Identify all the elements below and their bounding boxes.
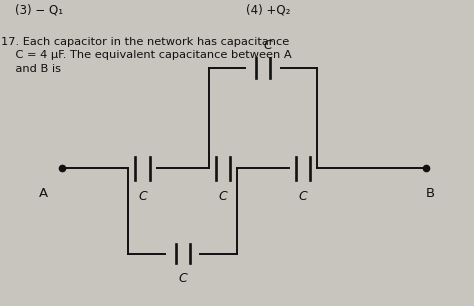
Text: C: C (138, 189, 147, 203)
Text: A: A (39, 187, 48, 200)
Text: (4) +Q₂: (4) +Q₂ (246, 4, 291, 17)
Text: 17. Each capacitor in the network has capacitance
    C = 4 μF. The equivalent c: 17. Each capacitor in the network has ca… (0, 37, 292, 74)
Text: B: B (426, 187, 435, 200)
Text: (3) − Q₁: (3) − Q₁ (15, 4, 63, 17)
Text: C: C (219, 189, 227, 203)
Text: C: C (264, 39, 272, 52)
Text: C: C (299, 189, 308, 203)
Text: C: C (178, 272, 187, 285)
